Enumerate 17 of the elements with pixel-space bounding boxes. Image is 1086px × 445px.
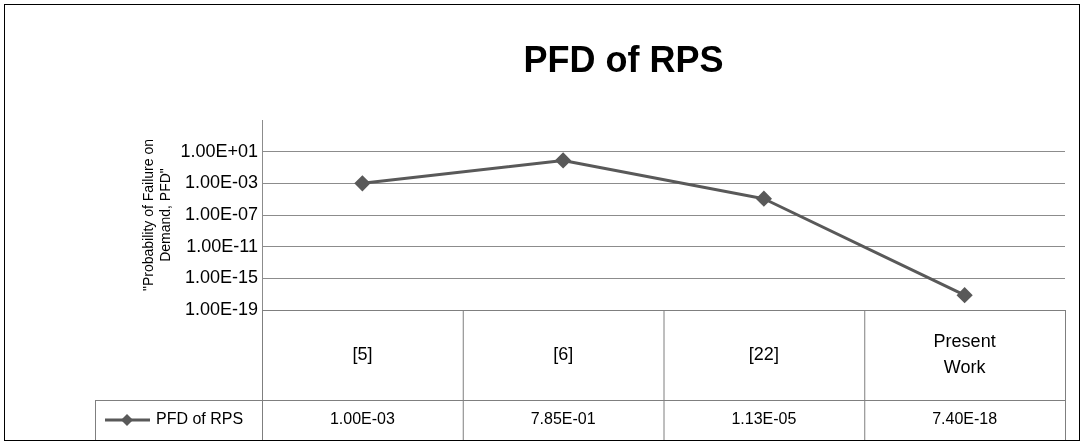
y-axis-title: "Probability of Failure on Demand, PFD" — [140, 138, 174, 292]
y-tick-label: 1.00E-11 — [186, 235, 258, 256]
y-tick-label: 1.00E-03 — [184, 172, 258, 193]
x-tick-label: [6] — [553, 343, 574, 364]
x-tick-label: Present Work — [933, 330, 996, 377]
y-tick-label: 1.00E-07 — [184, 203, 258, 224]
data-label: 1.13E-05 — [731, 410, 797, 428]
data-label: 7.40E-18 — [932, 410, 998, 428]
data-label: 7.85E-01 — [530, 410, 596, 428]
y-tick-label: 1.00E-15 — [184, 267, 258, 288]
data-label: 1.00E-03 — [329, 410, 395, 428]
x-tick-label: [5] — [352, 343, 373, 364]
y-tick-label: 1.00E-19 — [184, 298, 258, 319]
legend-label: PFD of RPS — [156, 410, 244, 428]
y-tick-label: 1.00E+01 — [180, 140, 258, 161]
chart-title: PFD of RPS — [523, 38, 724, 80]
x-tick-label: [22] — [748, 343, 779, 364]
